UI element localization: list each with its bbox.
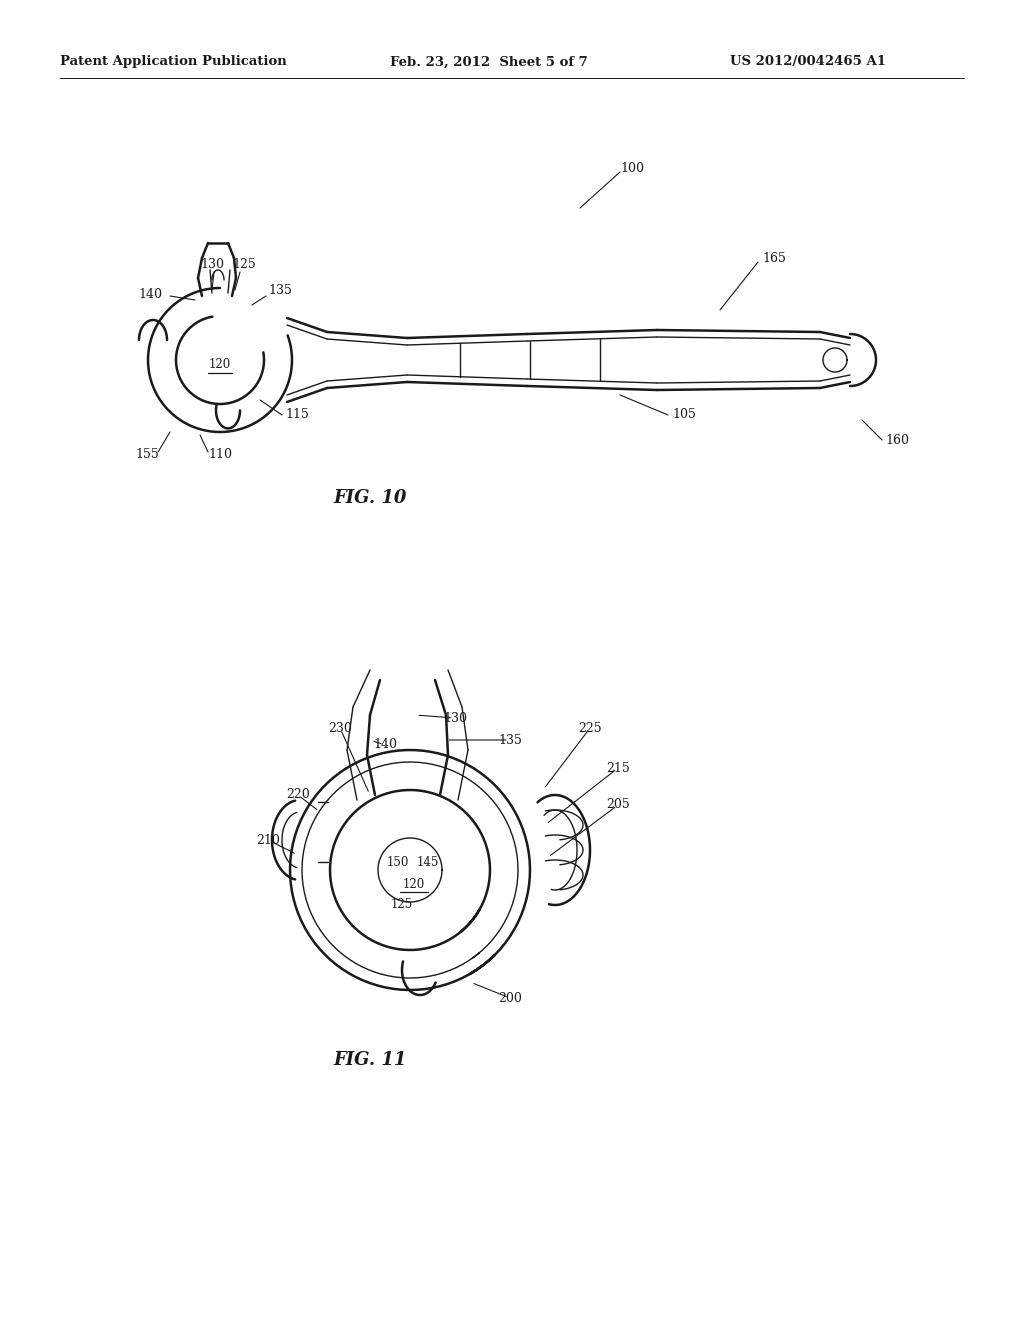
Text: 135: 135 — [498, 734, 522, 747]
Text: 200: 200 — [498, 991, 522, 1005]
Text: 130: 130 — [443, 711, 467, 725]
Text: 125: 125 — [232, 259, 256, 272]
Text: 150: 150 — [387, 855, 410, 869]
Text: 160: 160 — [885, 433, 909, 446]
Text: Patent Application Publication: Patent Application Publication — [60, 55, 287, 69]
Text: 155: 155 — [135, 449, 159, 462]
Text: 100: 100 — [620, 161, 644, 174]
Text: 140: 140 — [373, 738, 397, 751]
Text: 230: 230 — [328, 722, 352, 734]
Text: FIG. 11: FIG. 11 — [334, 1051, 407, 1069]
Text: 130: 130 — [200, 259, 224, 272]
Text: 165: 165 — [762, 252, 785, 264]
Text: 225: 225 — [579, 722, 602, 734]
Text: 210: 210 — [256, 833, 280, 846]
Text: 145: 145 — [417, 855, 439, 869]
Text: 140: 140 — [138, 289, 162, 301]
Text: 125: 125 — [391, 899, 413, 912]
Text: 110: 110 — [208, 449, 232, 462]
Text: 120: 120 — [209, 359, 231, 371]
Text: Feb. 23, 2012  Sheet 5 of 7: Feb. 23, 2012 Sheet 5 of 7 — [390, 55, 588, 69]
Text: 205: 205 — [606, 799, 630, 812]
Text: 135: 135 — [268, 284, 292, 297]
Text: FIG. 10: FIG. 10 — [334, 488, 407, 507]
Text: 220: 220 — [286, 788, 310, 801]
Text: US 2012/0042465 A1: US 2012/0042465 A1 — [730, 55, 886, 69]
Text: 120: 120 — [402, 878, 425, 891]
Text: 215: 215 — [606, 762, 630, 775]
Text: 115: 115 — [285, 408, 309, 421]
Text: 105: 105 — [672, 408, 696, 421]
